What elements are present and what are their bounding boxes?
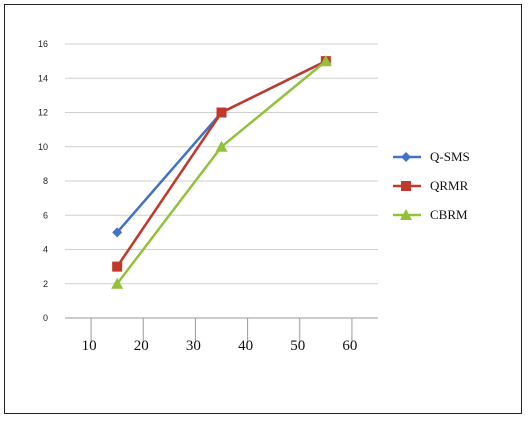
y-tick-label: 10 xyxy=(38,142,48,152)
x-tick-label: 20 xyxy=(134,338,149,354)
legend-label: Q-SMS xyxy=(430,149,470,164)
legend-marker xyxy=(401,152,411,162)
series-cbrm xyxy=(111,55,332,289)
y-axis: 0 2 4 6 8 10 12 14 16 xyxy=(38,39,48,323)
y-tick-label: 0 xyxy=(43,313,48,323)
series-lines xyxy=(111,55,332,289)
chart-frame xyxy=(4,4,522,414)
x-tick-label: 30 xyxy=(186,338,201,354)
legend-label: QRMR xyxy=(430,178,469,193)
legend-marker xyxy=(400,209,412,220)
data-point xyxy=(112,227,123,238)
gridlines xyxy=(65,43,378,319)
y-tick-label: 4 xyxy=(43,245,48,255)
data-point xyxy=(215,140,228,152)
legend-marker xyxy=(401,181,411,191)
x-tick-label: 60 xyxy=(342,338,357,354)
x-axis: 10 20 30 40 50 60 xyxy=(65,317,378,354)
y-tick-label: 2 xyxy=(43,279,48,289)
series-line xyxy=(116,60,327,285)
x-tick-label: 10 xyxy=(82,338,97,354)
y-tick-label: 12 xyxy=(38,108,48,118)
data-point xyxy=(216,107,227,118)
x-tick-label: 40 xyxy=(238,338,253,354)
series-line xyxy=(116,60,327,268)
x-tick-label: 50 xyxy=(290,338,305,354)
y-tick-label: 16 xyxy=(38,39,48,49)
legend-item-qrmr: QRMR xyxy=(393,178,469,193)
legend: Q-SMS QRMR CBRM xyxy=(393,149,470,222)
legend-label: CBRM xyxy=(430,207,468,222)
legend-item-cbrm: CBRM xyxy=(393,207,468,222)
data-point xyxy=(111,277,124,289)
data-point xyxy=(112,261,123,272)
y-tick-label: 8 xyxy=(43,176,48,186)
series-qrmr xyxy=(112,56,331,272)
y-tick-label: 6 xyxy=(43,210,48,220)
data-point xyxy=(319,55,332,67)
legend-item-q-sms: Q-SMS xyxy=(393,149,470,164)
y-tick-label: 14 xyxy=(38,73,48,83)
